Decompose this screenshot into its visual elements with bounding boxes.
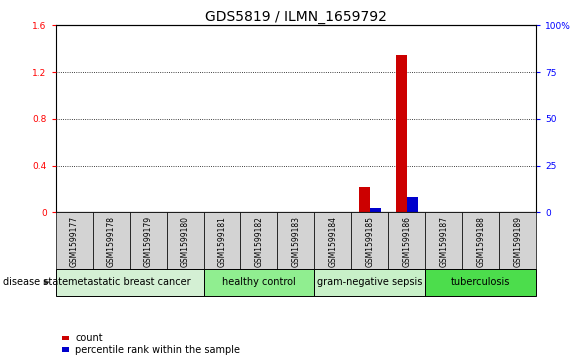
Bar — [240, 212, 277, 269]
Text: GSM1599182: GSM1599182 — [254, 216, 264, 267]
Bar — [56, 269, 203, 296]
Bar — [93, 212, 130, 269]
Text: healthy control: healthy control — [222, 277, 296, 287]
Text: GSM1599184: GSM1599184 — [328, 216, 338, 267]
Text: metastatic breast cancer: metastatic breast cancer — [69, 277, 191, 287]
Text: GSM1599187: GSM1599187 — [440, 216, 448, 267]
Text: GSM1599185: GSM1599185 — [365, 216, 374, 267]
Text: tuberculosis: tuberculosis — [451, 277, 510, 287]
Bar — [462, 212, 499, 269]
Text: count: count — [75, 333, 103, 343]
Bar — [499, 212, 536, 269]
Bar — [425, 212, 462, 269]
Bar — [370, 208, 381, 212]
Bar — [203, 269, 315, 296]
Text: GSM1599177: GSM1599177 — [70, 216, 79, 268]
Text: GSM1599181: GSM1599181 — [217, 216, 227, 267]
Bar — [56, 212, 93, 269]
Bar — [277, 212, 315, 269]
Text: GSM1599189: GSM1599189 — [513, 216, 522, 267]
Bar — [407, 197, 418, 212]
Text: GSM1599179: GSM1599179 — [144, 216, 152, 268]
Bar — [396, 54, 407, 212]
Bar — [166, 212, 203, 269]
Bar — [130, 212, 166, 269]
Bar — [352, 212, 389, 269]
Bar — [315, 212, 352, 269]
Text: gram-negative sepsis: gram-negative sepsis — [317, 277, 423, 287]
Bar — [203, 212, 240, 269]
Bar — [389, 212, 425, 269]
Text: GSM1599188: GSM1599188 — [476, 216, 485, 267]
Bar — [315, 269, 425, 296]
Bar — [425, 269, 536, 296]
Text: GSM1599183: GSM1599183 — [291, 216, 301, 267]
Text: percentile rank within the sample: percentile rank within the sample — [75, 344, 240, 355]
Text: GSM1599178: GSM1599178 — [107, 216, 115, 267]
Text: GSM1599186: GSM1599186 — [403, 216, 411, 267]
Text: disease state: disease state — [3, 277, 68, 287]
Text: GSM1599180: GSM1599180 — [180, 216, 189, 267]
Title: GDS5819 / ILMN_1659792: GDS5819 / ILMN_1659792 — [205, 11, 387, 24]
Bar — [359, 187, 370, 212]
